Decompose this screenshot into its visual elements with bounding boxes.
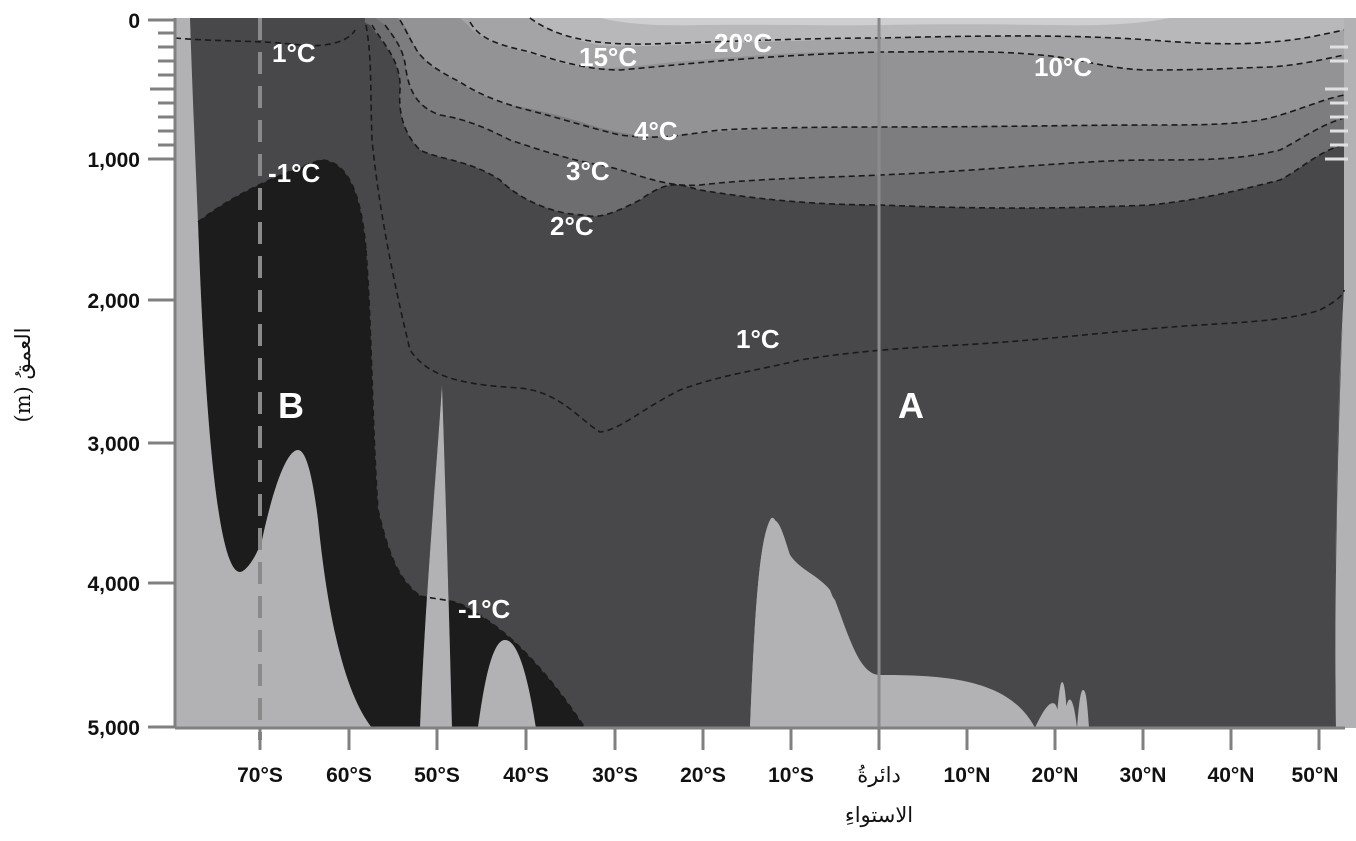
- marker-a: A: [898, 385, 924, 426]
- isotherm-label-4c: 4°C: [634, 116, 678, 146]
- x-tick-30n: 30°N: [1120, 764, 1167, 787]
- isotherm-1c-upper: [174, 29, 356, 47]
- isotherm-label-20c: 20°C: [714, 28, 772, 58]
- x-tick-60s: 60°S: [326, 764, 372, 787]
- water-warm-region: [600, 18, 1170, 26]
- x-tick-20n: 20°N: [1032, 764, 1079, 787]
- isotherm-1c-deep: [365, 249, 421, 597]
- seamount-20n-b: [1077, 690, 1089, 728]
- polar-upper-water-region: [190, 18, 365, 222]
- seamount-42s: [478, 640, 536, 728]
- x-tick-10s: 10°S: [768, 764, 814, 787]
- x-tick-10n: 10°N: [944, 764, 991, 787]
- y-tick-1000: 1,000: [87, 149, 140, 172]
- x-tick-30s: 30°S: [592, 764, 638, 787]
- y-tick-5000: 5,000: [87, 717, 140, 740]
- x-tick-40n: 40°N: [1208, 764, 1255, 787]
- x-tick-70s: 70°S: [237, 764, 283, 787]
- seamount-50s: [420, 385, 452, 728]
- isotherm-label-2c: 2°C: [550, 211, 594, 241]
- y-tick-3000: 3,000: [87, 433, 140, 456]
- seamount-20n-a: [1056, 682, 1068, 728]
- y-axis-title: العمقُ (m): [11, 327, 36, 422]
- right-seafloor-edge: [1335, 18, 1356, 728]
- equator-label-line1: دائرةُ: [857, 763, 901, 788]
- y-tick-2000: 2,000: [87, 290, 140, 313]
- isotherm-label-3c: 3°C: [566, 156, 610, 186]
- marker-b: B: [278, 385, 304, 426]
- y-axis-major-ticks: [148, 18, 175, 729]
- y-tick-0: 0: [128, 10, 140, 33]
- isotherm-label-minus1c-upper: -1°C: [268, 158, 321, 188]
- isotherm-label-1c-deep: 1°C: [736, 324, 780, 354]
- x-tick-50s: 50°S: [414, 764, 460, 787]
- isotherm-label-15c: 15°C: [579, 42, 637, 72]
- isotherm-15c: [469, 21, 1345, 71]
- x-tick-40s: 40°S: [503, 764, 549, 787]
- x-tick-20s: 20°S: [680, 764, 726, 787]
- y-tick-4000: 4,000: [87, 573, 140, 596]
- isotherm-label-10c: 10°C: [1034, 52, 1092, 82]
- isotherm-3c: [371, 24, 1345, 218]
- cold-bottom-water-region: [198, 160, 585, 728]
- isotherm-4c: [384, 24, 1345, 187]
- x-tick-50n: 50°N: [1292, 764, 1339, 787]
- isotherm-label-1c-top: 1°C: [272, 38, 316, 68]
- isotherm-label-minus1c-lower: -1°C: [458, 594, 511, 624]
- right-side-ticks: [1325, 45, 1348, 161]
- isotherm-minus1c-lower: [419, 595, 586, 729]
- equator-label-line2: الاستواءِ: [845, 803, 913, 828]
- isotherm-20c: [529, 17, 1345, 45]
- mid-ocean-ridge: [750, 520, 1035, 728]
- x-axis-ticks: [258, 728, 1321, 750]
- isotherm-minus1c-upper: [197, 159, 367, 251]
- left-seafloor-edge: [175, 18, 372, 728]
- y-axis-minor-ticks: [150, 31, 175, 147]
